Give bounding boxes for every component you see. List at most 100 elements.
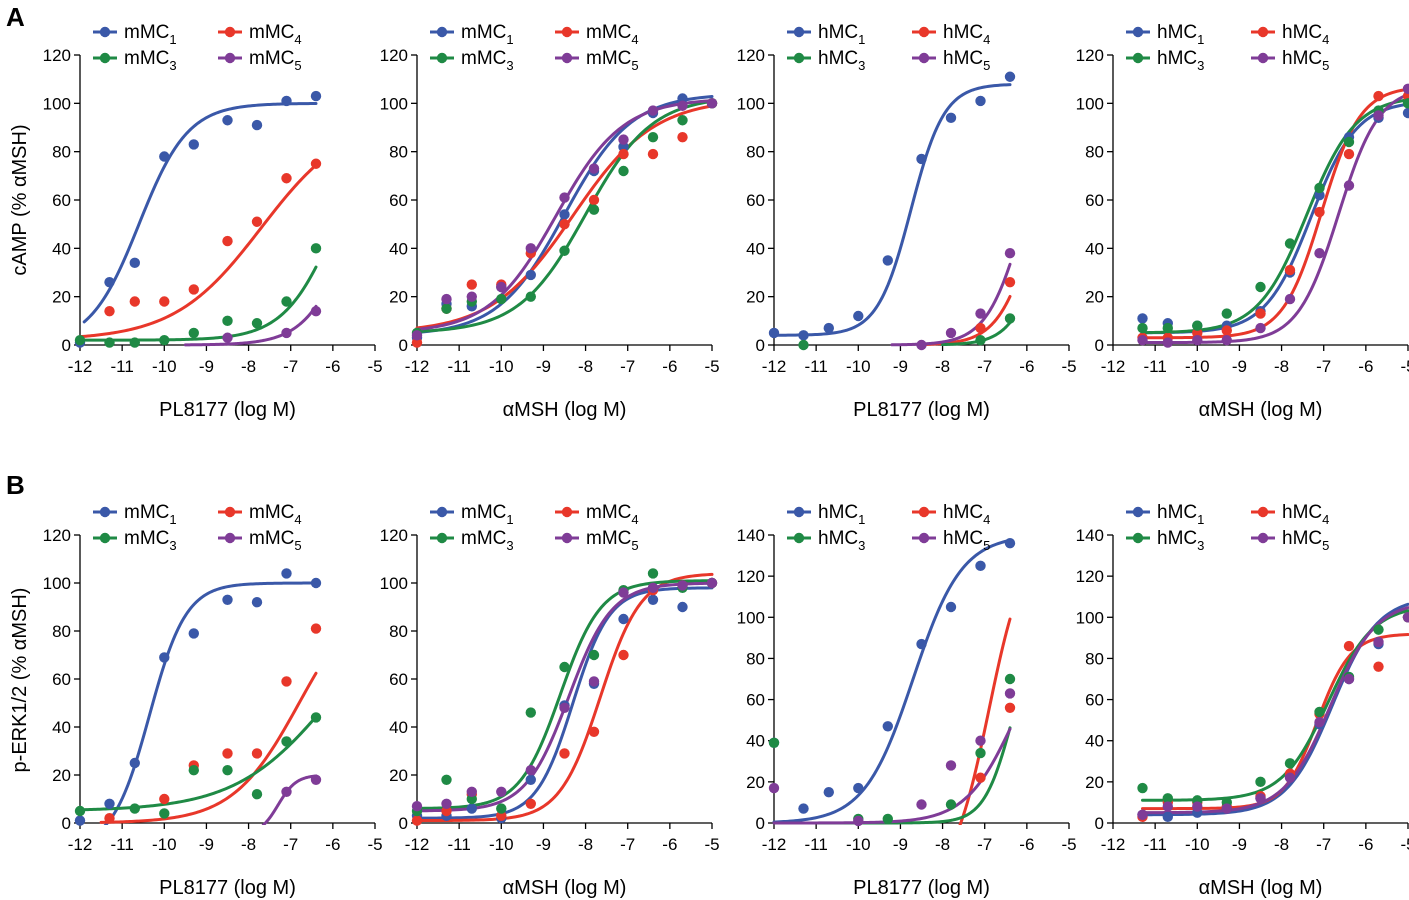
data-point-mMC5 [647,105,659,116]
y-tick-label: 40 [1085,732,1104,751]
data-point-mMC1 [618,141,629,153]
data-point-mMC1 [618,613,629,625]
data-point-hMC1 [1137,313,1148,324]
legend-label: hMC3 [818,48,865,73]
legend-marker [561,532,573,544]
legend-label: mMC5 [586,48,639,73]
data-point-hMC1 [798,330,809,341]
fit-curve-hMC4 [958,617,1012,825]
data-point-mMC3 [251,318,263,329]
x-tick-label: -8 [241,835,256,854]
data-point-mMC4 [310,623,322,634]
legend-marker [99,52,111,64]
y-tick-label: 20 [1085,773,1104,792]
data-point-mMC3 [496,293,507,305]
data-point-hMC5 [1162,337,1173,348]
legend-marker [1257,532,1269,544]
data-point-mMC4 [310,158,322,169]
data-point-mMC4 [159,793,170,805]
data-point-mMC1 [188,628,199,639]
data-point-hMC1 [823,786,834,798]
data-point-mMC5 [588,676,600,687]
x-axis-title: PL8177 (log M) [159,877,296,899]
data-point-mMC4 [251,748,263,759]
legend-marker [436,26,448,38]
x-tick-label: -5 [704,835,719,854]
y-tick-label: 120 [1076,567,1104,586]
x-axis-title: αMSH (log M) [1199,399,1323,421]
data-point-mMC1 [104,276,115,288]
fit-curve-hMC1 [1141,102,1409,335]
fit-curve-hMC5 [1141,93,1409,345]
legend-label: hMC1 [818,22,865,47]
data-point-hMC1 [945,601,957,613]
fit-curve-hMC1 [772,83,1012,337]
fit-curve-hMC1 [772,538,1012,824]
data-point-mMC4 [104,305,115,317]
fit-curve-mMC1 [415,586,714,820]
data-point-hMC5 [916,799,927,810]
y-tick-label: 0 [1095,814,1104,833]
fit-curve-mMC3 [415,579,714,810]
fit-curves [1141,602,1409,817]
data-point-hMC1 [853,310,864,322]
data-point-hMC3 [1255,281,1266,293]
y-tick-label: 20 [52,766,71,785]
data-point-mMC1 [251,119,263,131]
legend-marker [918,506,930,518]
data-point-hMC5 [1192,334,1203,346]
data-point-mMC5 [441,798,452,809]
y-tick-label: 60 [746,191,765,210]
chart-2: 0 20 40 60 80 100 120 -12 -11 -10 -9 -8 -7 -6 -5 αMSH (… [380,22,720,421]
legend-item-hMC5: hMC5 [912,528,990,553]
data-point-mMC5 [310,305,322,317]
legend-label: mMC4 [249,502,302,527]
fit-curve-hMC3 [1141,98,1409,335]
x-tick-label: -12 [762,357,787,376]
data-point-hMC1 [1162,811,1173,823]
x-tick-label: -5 [367,835,382,854]
fit-curve-hMC5 [890,262,1012,347]
fit-curve-hMC3 [1141,609,1409,802]
data-point-hMC3 [975,747,986,759]
data-point-hMC5 [1255,793,1266,804]
data-point-mMC4 [559,748,570,759]
legend-item-mMC1: mMC1 [93,502,177,527]
data-point-mMC3 [222,765,233,776]
data-point-hMC3 [1314,182,1325,194]
x-tick-label: -11 [110,835,133,854]
legend-marker [1132,52,1144,64]
data-point-hMC3 [1137,782,1148,794]
legend-label: hMC3 [818,528,865,553]
y-tick-label: 120 [1076,46,1104,65]
x-tick-label: -5 [1400,835,1409,854]
data-point-mMC5 [618,587,629,598]
x-tick-label: -11 [110,357,133,376]
y-tick-label: 60 [52,191,71,210]
x-tick-label: -6 [1358,835,1373,854]
data-point-mMC1 [222,115,233,126]
data-point-hMC5 [1192,801,1203,812]
legend-item-hMC5: hMC5 [1251,528,1329,553]
legend-item-hMC4: hMC4 [1251,502,1329,527]
legend-marker [1257,506,1269,518]
data-point-hMC1 [1402,107,1409,119]
y-tick-label: 0 [62,336,71,355]
x-tick-label: -5 [1061,357,1076,376]
data-point-hMC4 [1314,206,1325,218]
y-tick-label: 60 [1085,191,1104,210]
data-point-mMC1 [159,652,170,663]
data-point-mMC3 [496,803,507,814]
data-point-hMC4 [1373,90,1384,102]
fit-curves [78,581,318,825]
legend-item-hMC3: hMC3 [1126,48,1204,73]
data-point-hMC3 [1192,320,1203,331]
x-tick-label: -8 [1274,835,1289,854]
legend-item-mMC5: mMC5 [218,48,302,73]
data-point-hMC5 [1314,717,1325,728]
legend-item-mMC4: mMC4 [555,22,639,47]
y-tick-label: 80 [1085,143,1104,162]
data-point-hMC3 [798,339,809,351]
legend-item-hMC4: hMC4 [1251,22,1329,47]
